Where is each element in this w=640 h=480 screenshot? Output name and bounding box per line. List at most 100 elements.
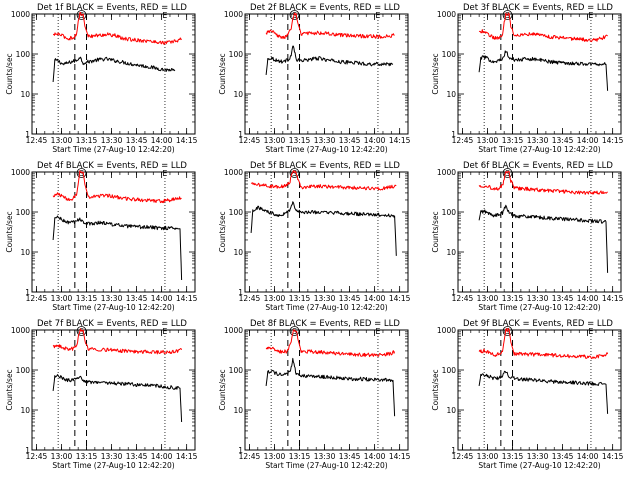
y-tick-label: 1000 <box>224 168 243 177</box>
x-tick-label: 13:15 <box>76 136 98 145</box>
y-tick-label: 1000 <box>224 326 243 335</box>
flag-label-e: E <box>162 169 167 178</box>
series-line-events <box>478 204 609 273</box>
y-tick-label: 1 <box>238 446 243 455</box>
x-tick-label: 13:15 <box>289 294 311 303</box>
x-tick-label: 14:15 <box>389 136 411 145</box>
y-tick-label: 10 <box>446 248 456 257</box>
y-axis-label: Counts/sec <box>218 211 227 252</box>
panel-title: Det 4f BLACK = Events, RED = LLD <box>37 161 187 171</box>
y-axis-label: Counts/sec <box>5 211 14 252</box>
flag-circle-marker <box>289 326 300 336</box>
x-tick-label: 14:15 <box>176 452 198 461</box>
x-tick-label: 13:30 <box>101 294 123 303</box>
y-tick-label: 1 <box>451 446 456 455</box>
x-tick-label: 13:45 <box>552 452 574 461</box>
x-axis-label: Start Time (27-Aug-10 12:42:20) <box>265 461 387 470</box>
flag-circle-marker <box>502 168 513 178</box>
y-tick-label: 10 <box>233 248 243 257</box>
x-tick-label: 13:15 <box>502 294 524 303</box>
series-line-events <box>52 215 183 281</box>
x-axis-label: Start Time (27-Aug-10 12:42:20) <box>52 461 174 470</box>
y-tick-label: 10 <box>20 90 30 99</box>
flag-circle-marker <box>76 168 87 178</box>
y-tick-label: 1 <box>25 130 30 139</box>
x-tick-label: 13:00 <box>264 452 286 461</box>
y-tick-label: 100 <box>16 208 31 217</box>
x-tick-label: 14:00 <box>577 452 599 461</box>
y-axis-label: Counts/sec <box>5 369 14 410</box>
x-axis-label: Start Time (27-Aug-10 12:42:20) <box>52 303 174 312</box>
flag-circle-marker <box>502 326 513 336</box>
x-tick-label: 13:45 <box>126 452 148 461</box>
series-line-events <box>478 370 609 414</box>
panel-title: Det 5f BLACK = Events, RED = LLD <box>250 161 400 171</box>
x-tick-label: 13:00 <box>51 294 73 303</box>
y-tick-label: 1 <box>25 288 30 297</box>
x-tick-label: 13:30 <box>314 294 336 303</box>
x-tick-label: 13:45 <box>339 452 361 461</box>
plot-frame <box>244 171 409 293</box>
x-tick-label: 13:15 <box>289 452 311 461</box>
x-tick-label: 13:15 <box>289 136 311 145</box>
plot-frame <box>457 171 622 293</box>
x-tick-label: 13:45 <box>552 294 574 303</box>
x-tick-label: 13:30 <box>101 452 123 461</box>
x-tick-label: 14:00 <box>151 294 173 303</box>
plot-frame <box>31 329 196 451</box>
x-axis-label: Start Time (27-Aug-10 12:42:20) <box>265 303 387 312</box>
y-tick-label: 100 <box>16 366 31 375</box>
y-tick-label: 1 <box>25 446 30 455</box>
flag-circle-marker <box>502 10 513 20</box>
y-axis-label: Counts/sec <box>431 53 440 94</box>
x-tick-label: 12:45 <box>26 452 48 461</box>
x-tick-label: 14:00 <box>364 294 386 303</box>
y-tick-label: 1000 <box>437 10 456 19</box>
flag-label-e: E <box>162 327 167 336</box>
y-tick-label: 100 <box>229 208 244 217</box>
y-tick-label: 100 <box>442 366 457 375</box>
x-tick-label: 13:30 <box>314 452 336 461</box>
flag-label-s: S <box>292 327 297 336</box>
x-tick-label: 13:00 <box>264 136 286 145</box>
y-tick-label: 10 <box>20 248 30 257</box>
series-line-lld <box>250 170 397 191</box>
x-tick-label: 12:45 <box>452 452 474 461</box>
x-tick-label: 12:45 <box>452 136 474 145</box>
x-tick-label: 13:00 <box>477 452 499 461</box>
x-tick-label: 14:00 <box>364 452 386 461</box>
series-line-events <box>250 201 397 256</box>
x-tick-label: 13:15 <box>76 294 98 303</box>
x-tick-label: 14:00 <box>151 136 173 145</box>
x-tick-label: 14:15 <box>176 136 198 145</box>
series-line-lld <box>265 12 395 40</box>
x-tick-label: 14:15 <box>602 452 624 461</box>
flag-label-s: S <box>292 169 297 178</box>
x-tick-label: 13:45 <box>552 136 574 145</box>
x-tick-label: 13:00 <box>477 294 499 303</box>
x-tick-label: 14:15 <box>602 294 624 303</box>
y-tick-label: 10 <box>446 90 456 99</box>
panel-title: Det 9f BLACK = Events, RED = LLD <box>463 319 613 329</box>
x-tick-label: 12:45 <box>26 294 48 303</box>
x-tick-label: 12:45 <box>239 294 261 303</box>
x-axis-label: Start Time (27-Aug-10 12:42:20) <box>52 145 174 154</box>
y-tick-label: 1000 <box>437 326 456 335</box>
x-tick-label: 13:00 <box>51 452 73 461</box>
y-axis-label: Counts/sec <box>5 53 14 94</box>
y-axis-label: Counts/sec <box>218 53 227 94</box>
panel-title: Det 8f BLACK = Events, RED = LLD <box>250 319 400 329</box>
y-tick-label: 1000 <box>11 326 30 335</box>
y-tick-label: 1000 <box>437 168 456 177</box>
plot-frame <box>31 171 196 293</box>
x-tick-label: 13:45 <box>339 136 361 145</box>
x-tick-label: 13:30 <box>527 452 549 461</box>
flag-label-e: E <box>588 11 593 20</box>
